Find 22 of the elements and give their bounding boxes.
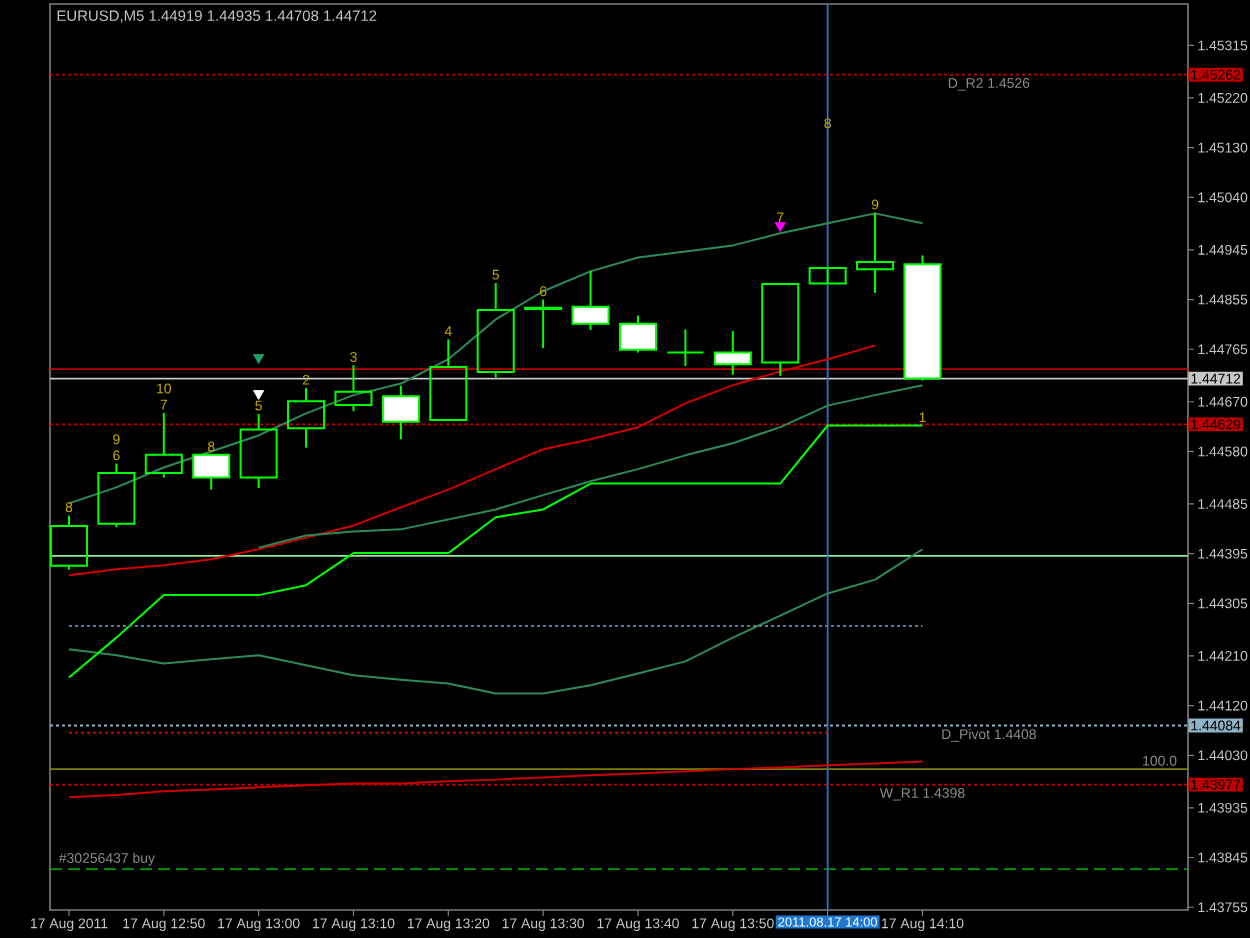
candlestick [618,314,657,354]
candlestick [903,254,942,382]
point [253,354,265,364]
candlestick [761,283,800,377]
line-series [67,344,877,577]
candlestick [381,384,420,441]
candlestick [287,386,326,449]
candlestick [334,364,373,413]
candlestick [192,453,231,491]
candlestick [856,211,895,294]
candlestick [571,269,610,331]
candlestick [713,330,752,376]
candlestick [808,267,847,285]
candlestick [666,328,705,367]
point [253,390,265,400]
candlestick [429,338,468,421]
candlestick [524,298,563,350]
line-series [67,548,924,695]
point [774,222,786,232]
candlestick [476,281,515,379]
candlestick [50,514,88,571]
candlestick [239,412,278,489]
